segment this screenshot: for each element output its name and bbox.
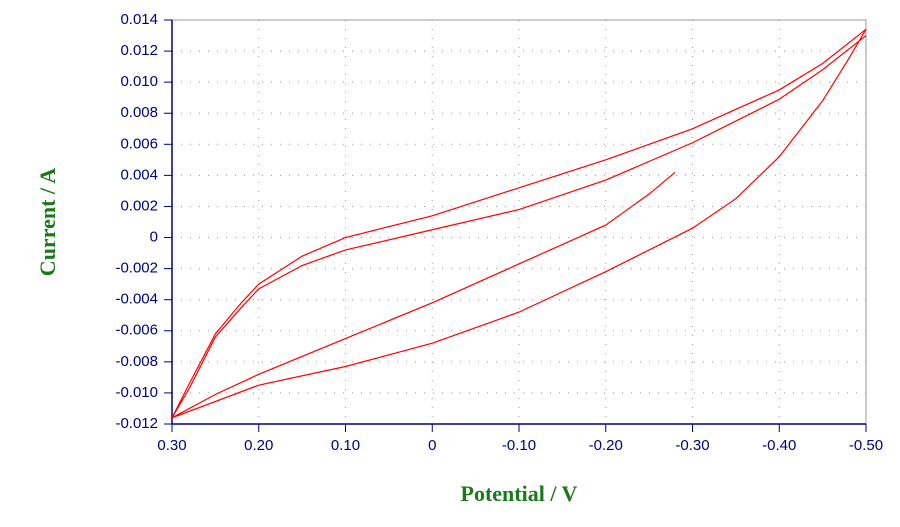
y-tick-label: 0.008 xyxy=(120,104,158,121)
y-tick-label: 0.010 xyxy=(120,73,158,90)
y-tick-label: 0.002 xyxy=(120,197,158,214)
x-tick-label: 0.30 xyxy=(157,437,186,454)
y-tick-label: 0.004 xyxy=(120,166,158,183)
x-tick-label: -0.40 xyxy=(762,437,796,454)
x-tick-label: -0.10 xyxy=(502,437,536,454)
y-tick-label: 0.012 xyxy=(120,42,158,59)
x-tick-label: 0 xyxy=(428,437,436,454)
y-tick-label: -0.010 xyxy=(115,384,158,401)
x-tick-label: 0.20 xyxy=(244,437,273,454)
x-tick-label: -0.50 xyxy=(849,437,883,454)
x-tick-label: -0.30 xyxy=(675,437,709,454)
y-tick-label: -0.012 xyxy=(115,415,158,432)
y-axis-title: Current / A xyxy=(35,168,60,276)
data-line xyxy=(170,28,867,420)
y-tick-label: -0.006 xyxy=(115,322,158,339)
x-tick-label: -0.20 xyxy=(589,437,623,454)
y-tick-label: -0.008 xyxy=(115,353,158,370)
y-tick-label: 0 xyxy=(150,229,158,246)
y-tick-label: 0.014 xyxy=(120,11,158,28)
x-axis-title: Potential / V xyxy=(461,481,578,506)
plot-frame xyxy=(171,19,867,425)
y-tick-label: -0.002 xyxy=(115,260,158,277)
y-tick-label: -0.004 xyxy=(115,291,158,308)
y-tick-label: 0.006 xyxy=(120,135,158,152)
x-tick-label: 0.10 xyxy=(331,437,360,454)
